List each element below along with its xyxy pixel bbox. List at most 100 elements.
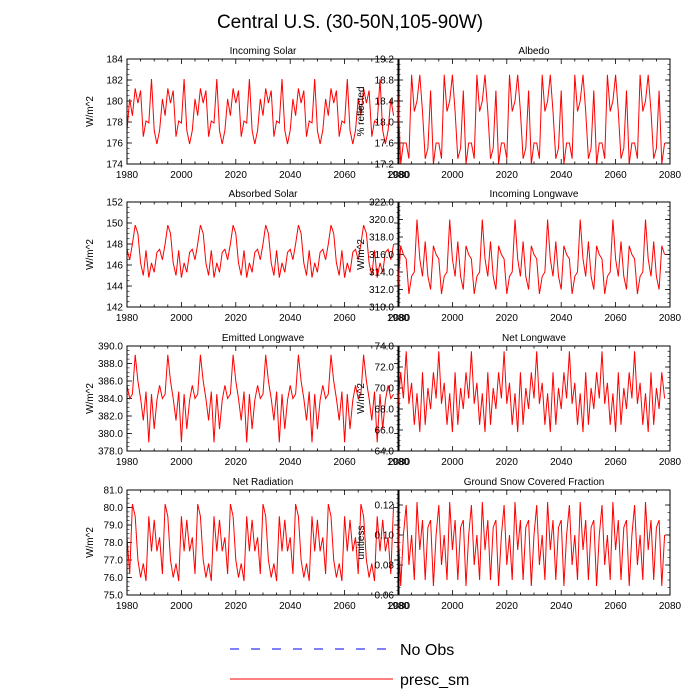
x-tick-label: 2000 xyxy=(441,601,464,612)
y-tick-label: 17.6 xyxy=(375,139,395,150)
y-tick-label: 74.0 xyxy=(375,342,395,353)
y-tick-label: 382.0 xyxy=(98,412,123,423)
y-tick-label: 184 xyxy=(106,55,123,66)
panel-incoming-longwave: Incoming Longwave W/m^2 1980 2000 2020 2040 20… xyxy=(356,189,682,324)
y-tick-label: 0.08 xyxy=(375,561,395,572)
x-tick-label: 2060 xyxy=(333,457,356,468)
x-tick-label: 2000 xyxy=(170,601,193,612)
panel-ground-snow-covered-fraction: Ground Snow Covered Fraction unitless 1980… xyxy=(356,477,682,612)
plot-frame xyxy=(397,489,671,596)
y-tick-label: 76.0 xyxy=(104,573,124,584)
x-tick-label: 2020 xyxy=(225,170,248,181)
panel-title: Incoming Longwave xyxy=(490,189,579,200)
x-tick-label: 2020 xyxy=(496,601,519,612)
y-tick-label: 318.0 xyxy=(369,233,394,244)
panel-incoming-solar: Incoming Solar W/m^2 1980 2000 2020 2040 2060 2… xyxy=(85,46,411,181)
y-tick-label: 152 xyxy=(106,198,123,209)
y-tick-label: 66.0 xyxy=(375,426,395,437)
x-tick-label: 1980 xyxy=(387,170,410,181)
x-tick-label: 2000 xyxy=(441,457,464,468)
y-tick-label: 312.0 xyxy=(369,285,394,296)
y-tick-label: 178 xyxy=(106,118,123,129)
panel-title: Absorbed Solar xyxy=(229,189,299,200)
plot-frame xyxy=(397,201,671,308)
y-tick-label: 310.0 xyxy=(369,303,394,314)
y-tick-label: 18.4 xyxy=(375,97,395,108)
y-tick-label: 386.0 xyxy=(98,377,123,388)
x-tick-label: 2080 xyxy=(659,170,682,181)
y-tick-label: 72.0 xyxy=(375,363,395,374)
x-tick-label: 2040 xyxy=(550,313,573,324)
y-axis-label: W/m^2 xyxy=(85,239,96,270)
x-tick-label: 2060 xyxy=(604,457,627,468)
x-tick-label: 2040 xyxy=(550,170,573,181)
y-tick-label: 390.0 xyxy=(98,342,123,353)
y-tick-label: 380.0 xyxy=(98,429,123,440)
y-tick-label: 142 xyxy=(106,303,123,314)
y-tick-label: 322.0 xyxy=(369,198,394,209)
legend-label-presc-sm: presc_sm xyxy=(400,672,469,689)
x-tick-label: 2080 xyxy=(388,170,411,181)
figure-title: Central U.S. (30-50N,105-90W) xyxy=(217,12,483,33)
x-tick-label: 2080 xyxy=(659,313,682,324)
series-line-presc-sm xyxy=(397,74,666,165)
y-axis-label: W/m^2 xyxy=(85,96,96,127)
x-tick-label: 2040 xyxy=(550,457,573,468)
series-line-presc-sm xyxy=(126,503,395,582)
legend: No Obs presc_sm xyxy=(230,642,469,689)
panel-absorbed-solar: Absorbed Solar W/m^2 1980 2000 2020 2040 2060 2… xyxy=(85,189,411,324)
x-tick-label: 1980 xyxy=(116,457,139,468)
x-tick-label: 2040 xyxy=(279,601,302,612)
y-axis-label: W/m^2 xyxy=(356,239,367,270)
y-tick-label: 78.0 xyxy=(104,538,124,549)
panel-albedo: Albedo % reflected 1980 2000 2020 2040 2060 208… xyxy=(356,46,682,181)
y-tick-label: 314.0 xyxy=(369,268,394,279)
y-tick-label: 176 xyxy=(106,139,123,150)
x-tick-label: 2000 xyxy=(170,457,193,468)
panel-net-radiation: Net Radiation W/m^2 1980 2000 2020 2040 2060 20… xyxy=(85,477,411,612)
y-axis-label: W/m^2 xyxy=(356,383,367,414)
y-tick-label: 19.2 xyxy=(375,55,395,66)
x-tick-label: 2060 xyxy=(604,170,627,181)
x-tick-label: 1980 xyxy=(116,170,139,181)
series-line-presc-sm xyxy=(397,219,666,294)
series-line-presc-sm xyxy=(397,501,666,587)
y-tick-label: 0.10 xyxy=(375,531,395,542)
y-axis-label: % reflected xyxy=(356,86,367,136)
x-tick-label: 2080 xyxy=(388,601,411,612)
y-tick-label: 18.8 xyxy=(375,76,395,87)
y-tick-label: 79.0 xyxy=(104,521,124,532)
y-tick-label: 182 xyxy=(106,76,123,87)
y-tick-label: 150 xyxy=(106,219,123,230)
x-tick-label: 2020 xyxy=(496,313,519,324)
y-tick-label: 68.0 xyxy=(375,405,395,416)
x-tick-label: 2000 xyxy=(170,313,193,324)
x-tick-label: 2060 xyxy=(604,601,627,612)
y-tick-label: 384.0 xyxy=(98,394,123,405)
series-line-presc-sm xyxy=(126,78,395,145)
y-tick-label: 0.12 xyxy=(375,501,395,512)
x-tick-label: 2040 xyxy=(279,457,302,468)
x-tick-label: 2080 xyxy=(388,313,411,324)
panel-title: Albedo xyxy=(518,46,550,57)
x-tick-label: 2020 xyxy=(225,457,248,468)
x-tick-label: 1980 xyxy=(116,313,139,324)
x-tick-label: 2080 xyxy=(659,601,682,612)
y-tick-label: 174 xyxy=(106,160,123,171)
x-tick-label: 1980 xyxy=(387,601,410,612)
x-tick-label: 2020 xyxy=(225,601,248,612)
y-tick-label: 146 xyxy=(106,261,123,272)
panel-title: Net Longwave xyxy=(502,333,566,344)
x-tick-label: 2060 xyxy=(333,170,356,181)
y-tick-label: 77.0 xyxy=(104,556,124,567)
y-tick-label: 148 xyxy=(106,240,123,251)
panel-title: Net Radiation xyxy=(233,477,294,488)
plot-frame xyxy=(397,58,671,165)
x-tick-label: 2060 xyxy=(333,601,356,612)
x-tick-label: 2000 xyxy=(170,170,193,181)
y-tick-label: 144 xyxy=(106,282,123,293)
y-tick-label: 316.0 xyxy=(369,250,394,261)
x-tick-label: 2000 xyxy=(441,313,464,324)
panel-title: Ground Snow Covered Fraction xyxy=(464,477,605,488)
